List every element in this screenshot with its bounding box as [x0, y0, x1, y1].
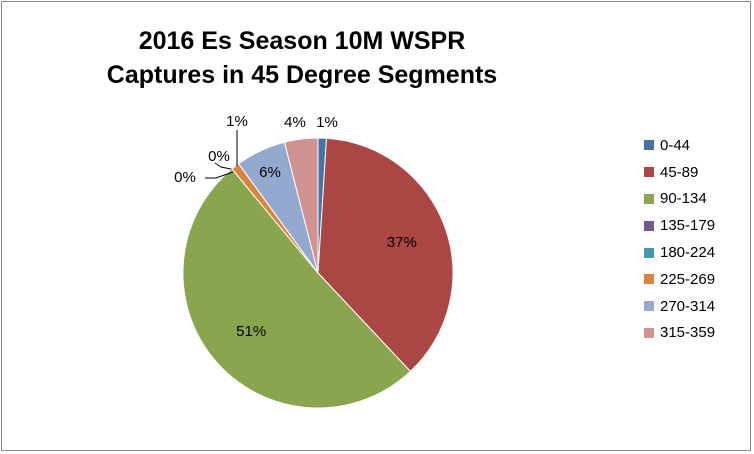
legend-label: 135-179 [660, 217, 716, 235]
legend-label: 270-314 [660, 297, 716, 315]
legend-swatch [644, 327, 654, 338]
slice-45-89 [317, 137, 454, 373]
legend-item-180-224: 180-224 [644, 239, 715, 266]
data-label-270-314: 6% [259, 164, 281, 181]
slice-315-359 [283, 137, 319, 274]
legend-label: 180-224 [660, 244, 716, 262]
data-label-135-179: 0% [174, 169, 196, 186]
data-label-90-134: 51% [236, 323, 266, 340]
legend-item-270-314: 270-314 [644, 293, 715, 320]
legend-label: 90-134 [660, 190, 707, 208]
legend: 0-44 45-89 90-134 135-179 180-224 225-269 270-… [644, 132, 715, 346]
legend-label: 45-89 [660, 163, 699, 181]
data-label-225-269: 1% [226, 113, 248, 130]
data-label-180-224: 0% [208, 148, 230, 165]
legend-item-0-44: 0-44 [644, 132, 715, 159]
legend-swatch [644, 167, 654, 178]
legend-swatch [644, 301, 654, 312]
legend-swatch [644, 247, 654, 258]
legend-label: 225-269 [660, 270, 716, 288]
legend-label: 0-44 [660, 136, 691, 154]
data-label-45-89: 37% [387, 234, 417, 251]
slice-90-134 [182, 168, 412, 409]
legend-item-225-269: 225-269 [644, 266, 715, 293]
legend-item-135-179: 135-179 [644, 212, 715, 239]
chart-title-line-2: Captures in 45 Degree Segments [106, 61, 498, 89]
leader-line-180-224 [214, 162, 237, 171]
legend-swatch [644, 193, 654, 204]
chart-title: 2016 Es Season 10M WSPR Captures in 45 D… [2, 24, 602, 92]
leader-line-135-179 [205, 171, 234, 179]
data-label-0-44: 1% [316, 114, 338, 131]
legend-swatch [644, 140, 654, 151]
legend-item-90-134: 90-134 [644, 186, 715, 213]
data-label-315-359: 4% [284, 114, 306, 131]
legend-item-315-359: 315-359 [644, 320, 715, 347]
legend-swatch [644, 220, 654, 231]
chart-title-line-1: 2016 Es Season 10M WSPR [138, 27, 466, 55]
legend-item-45-89: 45-89 [644, 159, 715, 186]
pie-plot: 1% 37% 51% 0% 0% 1% 6% 4% [174, 113, 454, 409]
legend-label: 315-359 [660, 324, 716, 342]
legend-swatch [644, 274, 654, 285]
